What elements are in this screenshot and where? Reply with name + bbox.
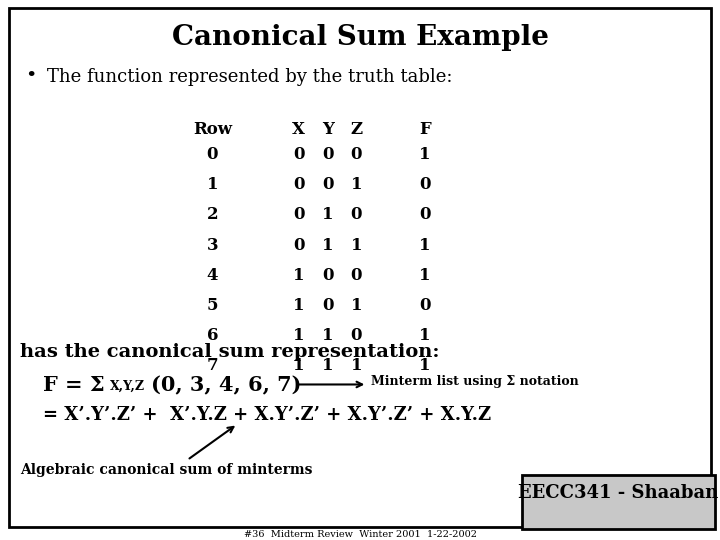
Text: Minterm list using Σ notation: Minterm list using Σ notation [371,375,579,388]
Text: 1: 1 [419,267,431,284]
Text: 1: 1 [322,206,333,223]
Text: 1: 1 [322,357,333,374]
Text: Y: Y [322,122,333,138]
Text: 0: 0 [322,267,333,284]
Text: 1: 1 [419,327,431,344]
Text: = X’.Y’.Z’ +  X’.Y.Z + X.Y’.Z’ + X.Y’.Z’ + X.Y.Z: = X’.Y’.Z’ + X’.Y.Z + X.Y’.Z’ + X.Y’.Z’ … [43,406,491,424]
Text: F = Σ: F = Σ [43,375,105,395]
Text: 1: 1 [322,327,333,344]
Text: 0: 0 [322,297,333,314]
Text: Z: Z [351,122,362,138]
Text: 4: 4 [207,267,218,284]
Text: 6: 6 [207,327,218,344]
Text: •: • [25,68,37,85]
Text: 7: 7 [207,357,218,374]
Text: EECC341 - Shaaban: EECC341 - Shaaban [518,484,719,502]
Text: 1: 1 [293,297,305,314]
Text: 1: 1 [351,357,362,374]
FancyBboxPatch shape [522,475,715,529]
Text: Canonical Sum Example: Canonical Sum Example [171,24,549,51]
Text: X: X [292,122,305,138]
Text: The function represented by the truth table:: The function represented by the truth ta… [47,68,452,85]
Text: 0: 0 [293,176,305,193]
Text: has the canonical sum representation:: has the canonical sum representation: [20,343,440,361]
Text: 1: 1 [293,327,305,344]
Text: 0: 0 [293,206,305,223]
Text: 1: 1 [419,237,431,253]
Text: 2: 2 [207,206,218,223]
Text: 1: 1 [351,297,362,314]
Text: 1: 1 [351,176,362,193]
Text: #36  Midterm Review  Winter 2001  1-22-2002: #36 Midterm Review Winter 2001 1-22-2002 [243,530,477,539]
Text: 0: 0 [419,297,431,314]
Text: 5: 5 [207,297,218,314]
Text: 0: 0 [351,146,362,163]
Text: 1: 1 [419,357,431,374]
Text: 1: 1 [293,267,305,284]
Text: 1: 1 [419,146,431,163]
Text: X,Y,Z: X,Y,Z [109,380,145,393]
Text: 1: 1 [322,237,333,253]
Text: 0: 0 [322,176,333,193]
Text: 3: 3 [207,237,218,253]
FancyBboxPatch shape [9,8,711,526]
Text: 1: 1 [351,237,362,253]
Text: Row: Row [193,122,232,138]
Text: 0: 0 [351,327,362,344]
Text: 0: 0 [419,206,431,223]
Text: F: F [419,122,431,138]
Text: 1: 1 [207,176,218,193]
Text: (0, 3, 4, 6, 7): (0, 3, 4, 6, 7) [151,375,302,395]
Text: 0: 0 [207,146,218,163]
Text: 0: 0 [351,267,362,284]
Text: 0: 0 [322,146,333,163]
Text: Algebraic canonical sum of minterms: Algebraic canonical sum of minterms [20,463,312,477]
Text: 0: 0 [351,206,362,223]
Text: 0: 0 [293,146,305,163]
Text: 0: 0 [419,176,431,193]
Text: 1: 1 [293,357,305,374]
Text: 0: 0 [293,237,305,253]
